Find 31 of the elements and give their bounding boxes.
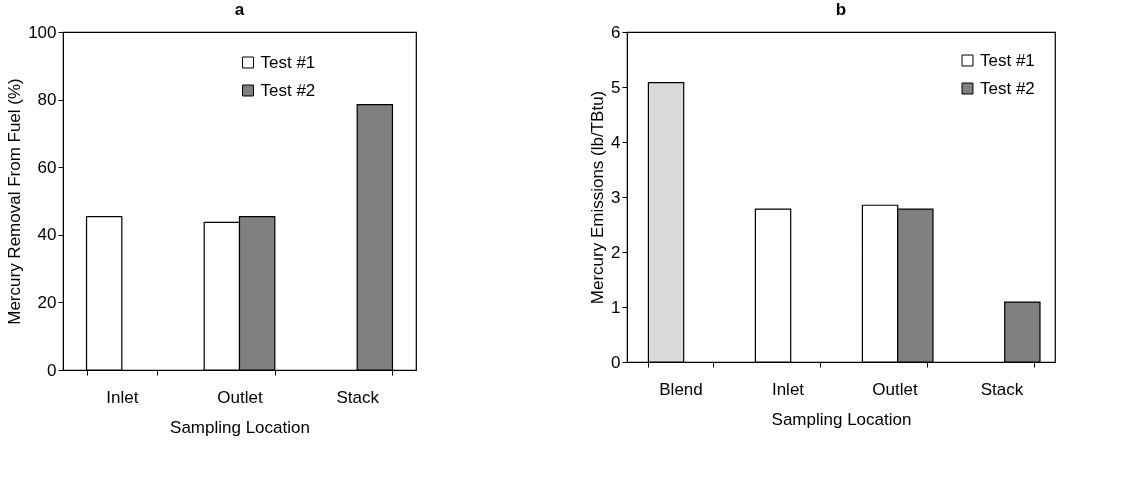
- y-tick-label: 3: [611, 187, 621, 207]
- x-tick-label: Blend: [659, 379, 703, 399]
- y-tick-label: 40: [37, 225, 57, 245]
- y-tick-label: 60: [37, 157, 57, 177]
- bar: [754, 208, 792, 363]
- x-tick-label: Outlet: [217, 387, 263, 407]
- y-tick-label: 0: [611, 352, 621, 372]
- x-tick-label: Inlet: [771, 379, 805, 399]
- legend-label: Test #1: [980, 50, 1035, 70]
- y-tick-label: 100: [28, 22, 57, 42]
- y-tick-label: 20: [37, 292, 57, 312]
- y-tick-label: 80: [37, 90, 57, 110]
- legend-label: Test #2: [980, 78, 1035, 98]
- y-tick-label: 0: [47, 360, 57, 380]
- chart-title: a: [234, 0, 245, 19]
- y-axis-title: Mercury Removal From Fuel (%): [5, 78, 25, 325]
- x-tick-label: Inlet: [106, 387, 139, 407]
- x-axis-title: Sampling Location: [771, 409, 912, 429]
- x-axis-title: Sampling Location: [170, 417, 310, 437]
- x-tick-label: Stack: [980, 379, 1024, 399]
- chart-title: b: [835, 0, 847, 19]
- legend-label: Test #1: [260, 52, 316, 72]
- x-tick-label: Outlet: [872, 379, 918, 399]
- y-tick-label: 2: [611, 242, 621, 262]
- y-tick-label: 5: [611, 77, 621, 97]
- y-axis-title: Mercury Emissions (lb/TBtu): [588, 90, 608, 305]
- y-tick-label: 1: [611, 297, 621, 317]
- y-tick-label: 4: [611, 132, 621, 152]
- legend-label: Test #2: [260, 80, 316, 100]
- y-tick-label: 6: [611, 22, 621, 42]
- x-tick-label: Stack: [336, 387, 380, 407]
